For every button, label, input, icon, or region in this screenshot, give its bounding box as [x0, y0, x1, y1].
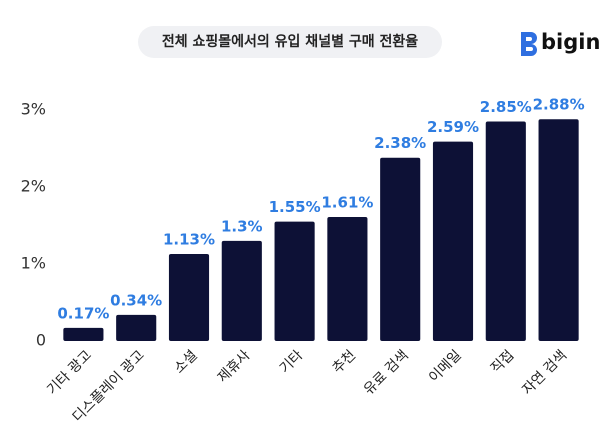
bar [485, 121, 526, 341]
value-label: 1.61% [321, 194, 373, 212]
bar [380, 157, 421, 341]
x-tick-label: 기타 [277, 347, 307, 377]
bar [116, 314, 157, 341]
y-tick-label: 1% [21, 254, 46, 273]
value-label: 0.17% [57, 304, 109, 322]
bar [274, 221, 315, 341]
value-label: 2.38% [374, 134, 426, 152]
value-label: 2.85% [480, 98, 532, 116]
value-label: 1.3% [221, 217, 263, 235]
value-label: 1.55% [269, 198, 321, 216]
bar [63, 327, 104, 341]
bar [538, 119, 579, 342]
y-tick-label: 2% [21, 177, 46, 196]
x-tick-label: 직접 [488, 347, 518, 377]
logo-icon [521, 32, 537, 56]
value-label: 2.88% [533, 96, 585, 114]
brand-logo: bigin [521, 30, 600, 56]
chart-title: 전체 쇼핑몰에서의 유입 채널별 구매 전환율 [162, 33, 418, 50]
title-pill [138, 26, 442, 58]
brand-text: bigin [541, 30, 600, 54]
x-tick-label: 이메일 [426, 347, 465, 386]
bar [327, 217, 368, 341]
x-tick-label: 기타 광고 [44, 347, 95, 398]
value-label: 2.59% [427, 118, 479, 136]
bar [168, 253, 210, 341]
value-label: 1.13% [163, 230, 215, 248]
value-label: 0.34% [110, 291, 162, 309]
bar [432, 141, 474, 341]
bar [221, 240, 262, 341]
x-tick-label: 자연 검색 [519, 347, 570, 398]
x-tick-label: 유료 검색 [361, 347, 412, 398]
x-tick-label: 추천 [330, 347, 360, 377]
x-tick-label: 소셜 [171, 347, 201, 377]
y-tick-label: 0 [36, 331, 46, 350]
x-tick-label: 제휴사 [215, 347, 254, 386]
y-tick-label: 3% [21, 100, 46, 119]
